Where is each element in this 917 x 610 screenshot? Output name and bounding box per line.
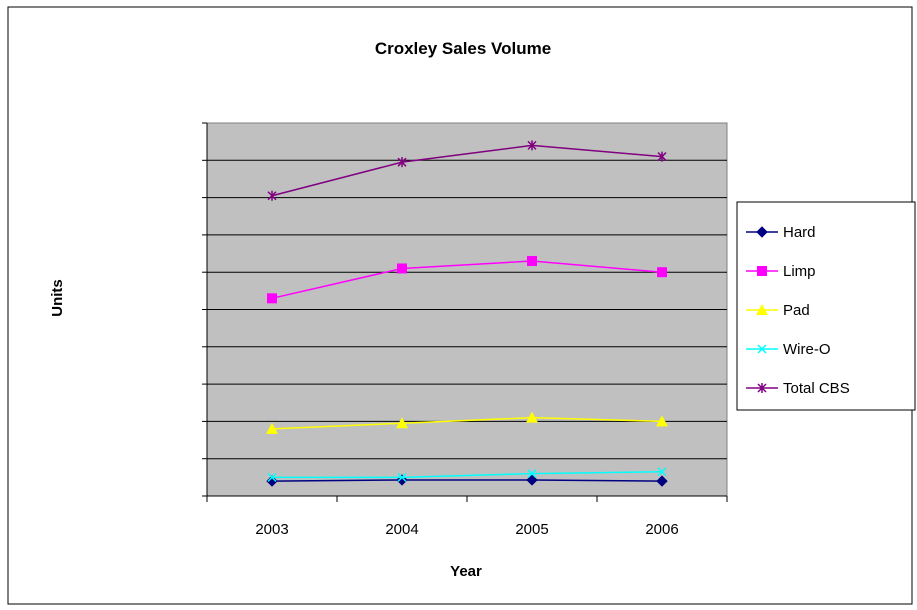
legend-entry-pad: Pad — [746, 302, 810, 319]
data-point-hard-2006 — [656, 475, 668, 487]
legend-marker-total-cbs — [757, 383, 767, 393]
data-point-total-cbs-2003 — [267, 190, 277, 201]
legend-marker-pad — [756, 304, 768, 315]
data-point-wire-o-2003 — [267, 472, 277, 482]
legend-marker-wire-o — [757, 344, 767, 354]
legend — [736, 201, 916, 411]
legend-entry-hard: Hard — [746, 224, 816, 241]
series-wire-o — [267, 467, 667, 482]
legend-marker-limp — [757, 266, 767, 276]
legend-label-limp: Limp — [783, 263, 816, 280]
data-point-pad-2005 — [526, 411, 538, 423]
series-line-wire-o — [272, 471, 663, 479]
axes — [202, 122, 728, 502]
data-point-limp-2003 — [267, 293, 277, 304]
data-point-total-cbs-2006 — [657, 151, 667, 162]
legend-label-wire-o: Wire-O — [783, 341, 831, 358]
data-point-wire-o-2004 — [397, 472, 407, 482]
data-point-limp-2004 — [397, 263, 407, 274]
x-axis-title: Year — [450, 563, 482, 580]
series-line-limp — [271, 260, 663, 300]
series-pad — [266, 411, 668, 434]
data-point-limp-2005 — [527, 256, 537, 267]
series-line-total-cbs — [271, 144, 663, 197]
data-point-total-cbs-2004 — [397, 157, 407, 168]
legend-entry-wire-o: Wire-O — [746, 341, 831, 358]
legend-marker-hard — [756, 226, 768, 238]
legend-label-pad: Pad — [783, 302, 810, 319]
data-point-wire-o-2005 — [527, 469, 537, 479]
legend-label-total-cbs: Total CBS — [783, 380, 850, 397]
data-point-hard-2005 — [526, 474, 538, 486]
series-line-pad — [271, 416, 663, 430]
legend-entry-total-cbs: Total CBS — [746, 380, 850, 397]
y-axis-title: Units — [49, 279, 66, 317]
series-limp — [267, 256, 667, 304]
data-point-limp-2006 — [657, 267, 667, 278]
x-tick-label-2005: 2005 — [515, 521, 548, 538]
chart-title: Croxley Sales Volume — [375, 39, 551, 58]
series-total-cbs — [267, 140, 667, 201]
data-point-hard-2003 — [266, 475, 278, 487]
x-tick-label-2003: 2003 — [255, 521, 288, 538]
data-point-wire-o-2006 — [657, 467, 667, 477]
x-tick-labels: 2003 2004 2005 2006 — [255, 521, 678, 538]
data-point-pad-2004 — [396, 417, 408, 429]
data-point-pad-2003 — [266, 422, 278, 434]
series-layer — [266, 140, 668, 487]
data-point-pad-2006 — [656, 415, 668, 427]
legend-label-hard: Hard — [783, 224, 816, 241]
x-tick-label-2004: 2004 — [385, 521, 418, 538]
legend-items: Hard Limp Pad Wire-O Total CBS — [746, 224, 850, 397]
data-point-total-cbs-2005 — [527, 140, 537, 151]
legend-entry-limp: Limp — [746, 263, 816, 280]
series-line-hard — [271, 479, 663, 482]
x-tick-label-2006: 2006 — [645, 521, 678, 538]
